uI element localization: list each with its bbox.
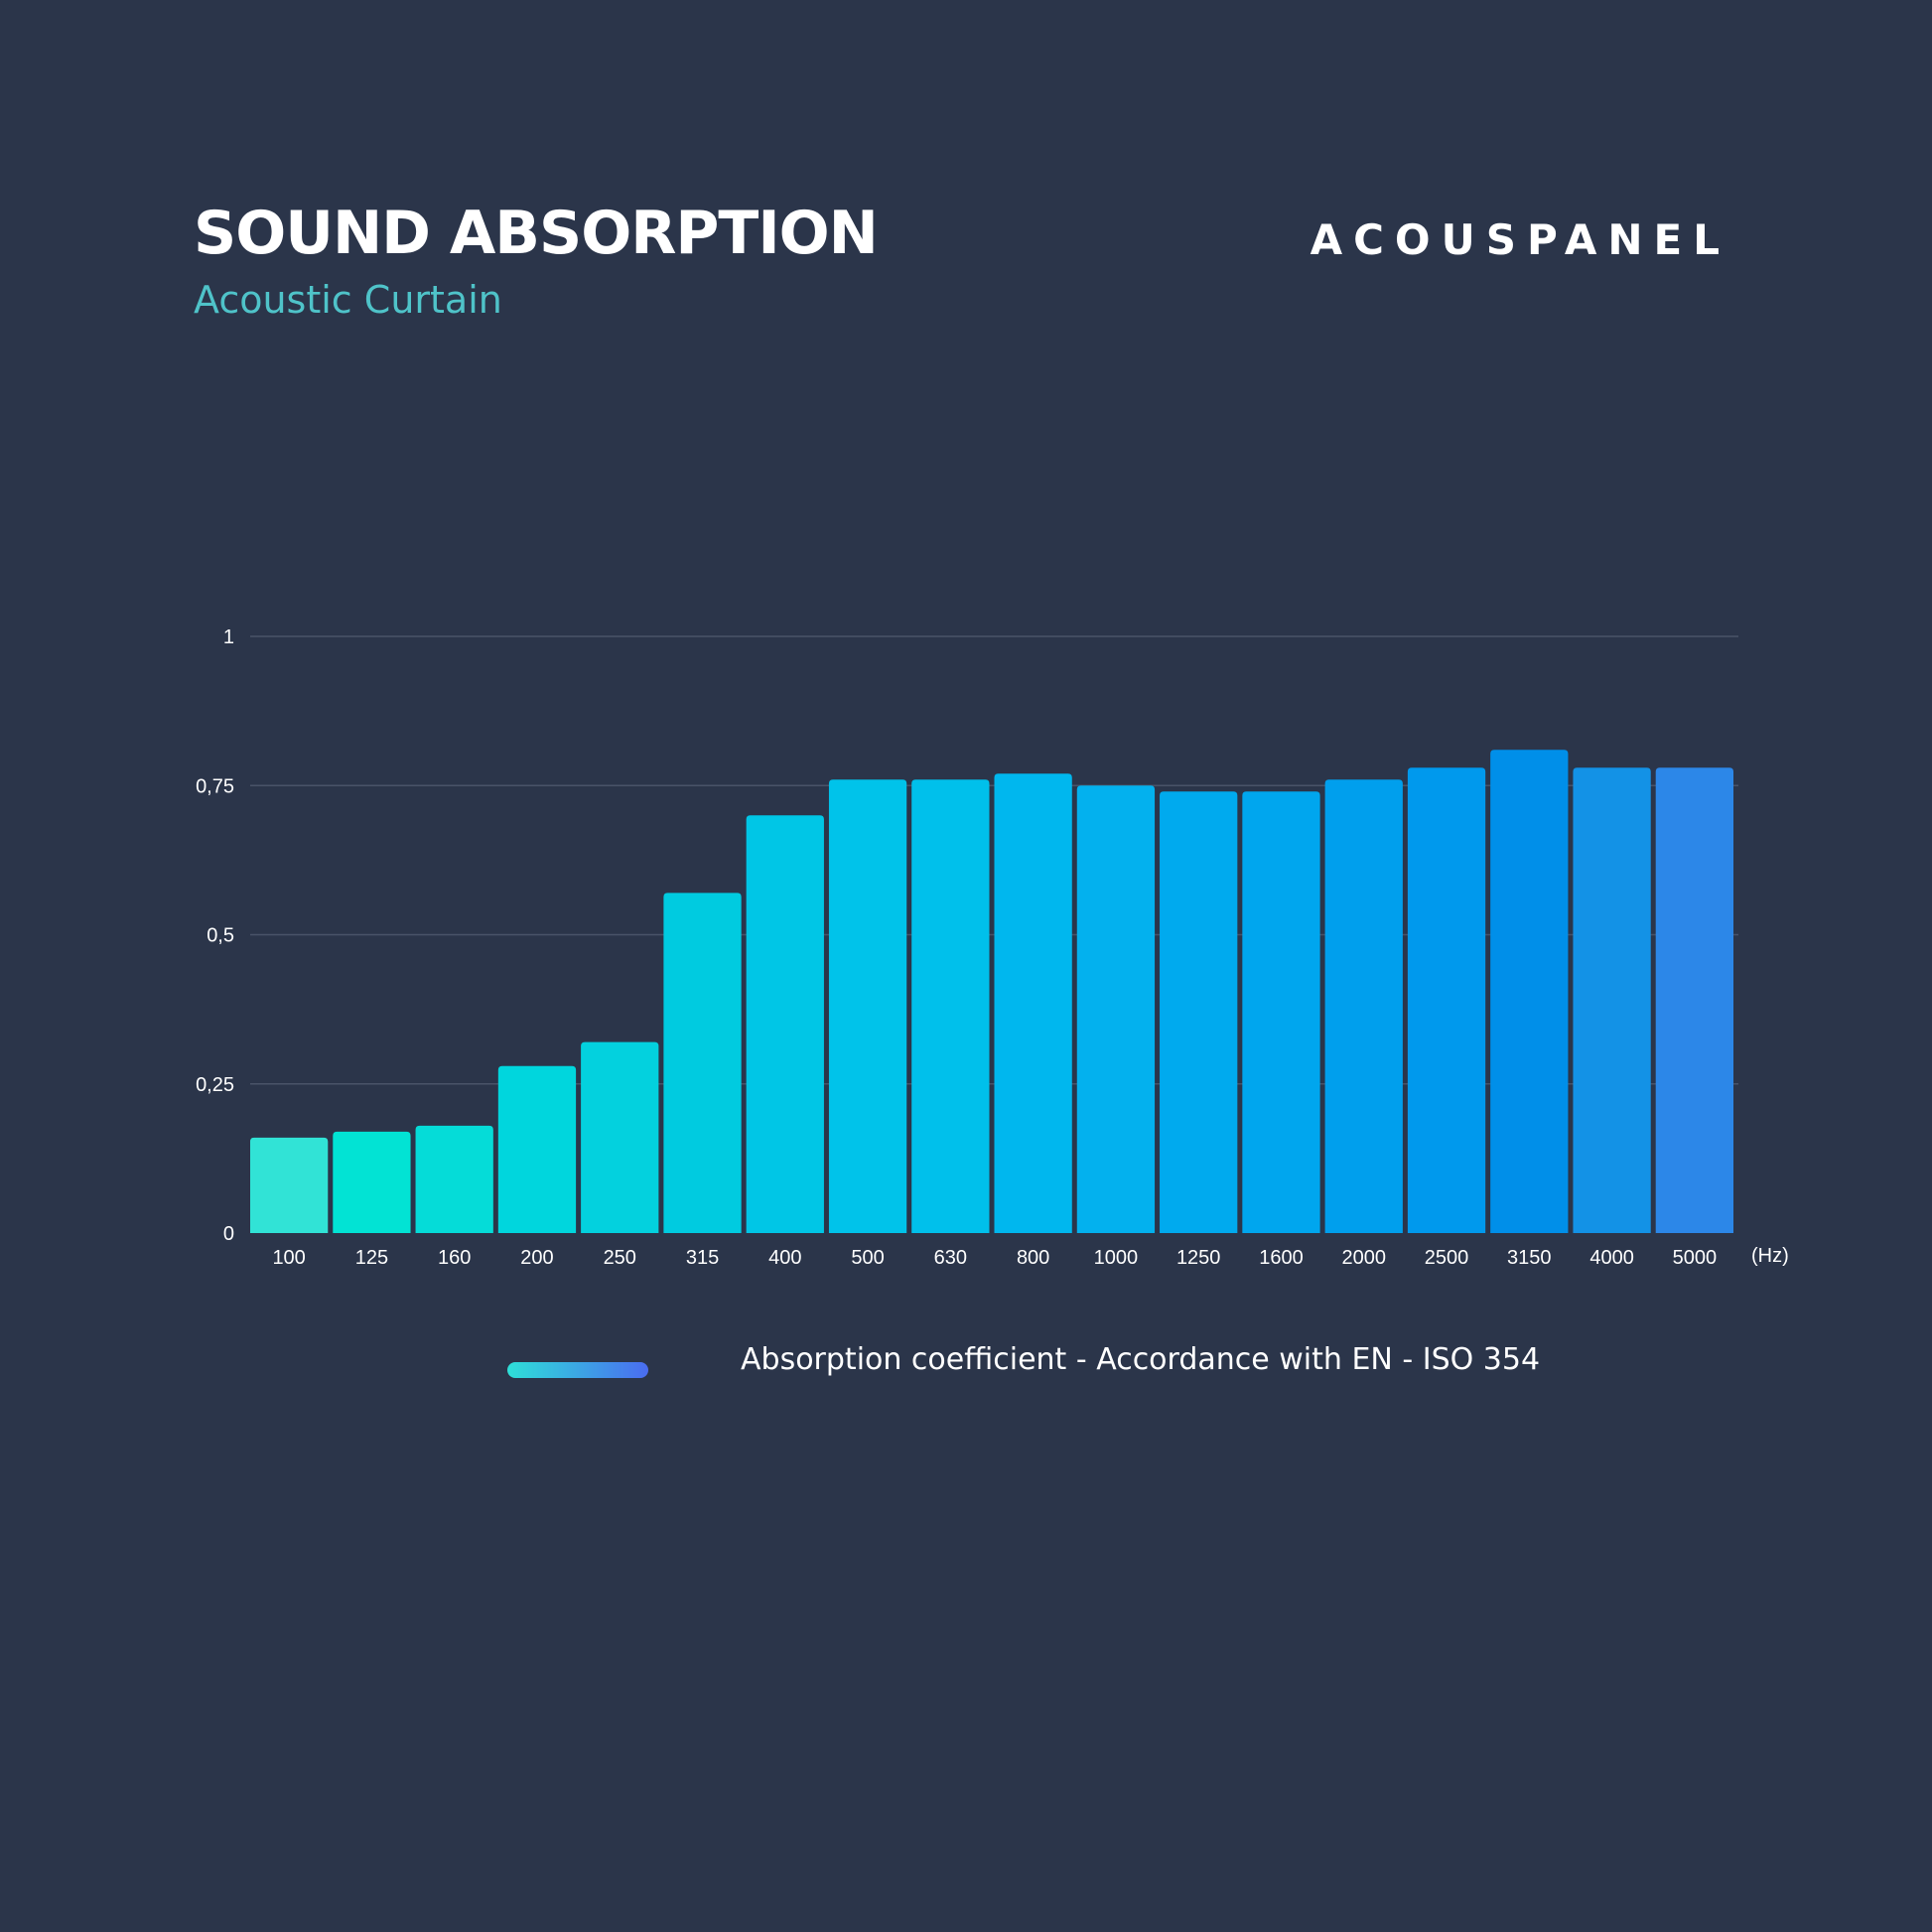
x-tick-label: 2000 — [1342, 1247, 1387, 1269]
bar-630 — [911, 779, 990, 1233]
x-tick-label: 100 — [272, 1247, 305, 1269]
bar-2500 — [1407, 767, 1486, 1233]
x-tick-label: 4000 — [1589, 1247, 1634, 1269]
x-tick-label: 5000 — [1673, 1247, 1718, 1269]
bar-800 — [994, 773, 1072, 1233]
x-tick-label: 3150 — [1507, 1247, 1552, 1269]
x-tick-label: 160 — [438, 1247, 471, 1269]
bar-layer — [250, 750, 1733, 1233]
x-tick-label: 400 — [768, 1247, 801, 1269]
chart-subtitle: Acoustic Curtain — [194, 278, 502, 322]
y-tick-label: 0,5 — [207, 925, 234, 947]
x-tick-label: 1000 — [1094, 1247, 1139, 1269]
legend-label: Absorption coefficient - Accordance with… — [741, 1342, 1541, 1377]
x-tick-label: 200 — [520, 1247, 553, 1269]
bar-3150 — [1490, 750, 1569, 1233]
legend-swatch — [507, 1362, 648, 1378]
y-tick-label: 0,25 — [196, 1074, 234, 1096]
bar-4000 — [1573, 767, 1651, 1233]
brand-logo: ACOUSPANEL — [1310, 215, 1730, 264]
x-tick-label: 1250 — [1176, 1247, 1221, 1269]
label-layer: 0 0,25 0,5 0,75 1 100 125 160 200 250 315 400 500 630… — [196, 626, 1789, 1269]
bar-125 — [333, 1131, 411, 1233]
y-tick-label: 0 — [223, 1223, 234, 1245]
x-tick-label: 800 — [1017, 1247, 1049, 1269]
bar-400 — [746, 815, 824, 1233]
x-tick-label: 1600 — [1259, 1247, 1304, 1269]
y-tick-label: 0,75 — [196, 775, 234, 797]
bar-200 — [497, 1065, 577, 1233]
x-tick-label: 2500 — [1425, 1247, 1469, 1269]
bar-250 — [581, 1041, 659, 1233]
y-tick-label: 1 — [223, 626, 234, 648]
chart-title: SOUND ABSORPTION — [194, 199, 879, 268]
x-tick-label: 315 — [686, 1247, 719, 1269]
bar-160 — [415, 1125, 493, 1233]
bar-100 — [250, 1137, 329, 1233]
x-tick-label: 250 — [604, 1247, 636, 1269]
bar-1000 — [1076, 785, 1156, 1233]
bar-500 — [828, 779, 907, 1233]
bar-315 — [663, 893, 742, 1233]
bar-1250 — [1160, 791, 1238, 1233]
x-tick-label: 125 — [355, 1247, 388, 1269]
bar-1600 — [1242, 791, 1320, 1233]
x-tick-label: 630 — [934, 1247, 967, 1269]
x-tick-label: 500 — [851, 1247, 884, 1269]
bar-2000 — [1324, 779, 1403, 1233]
bar-5000 — [1655, 767, 1733, 1233]
x-axis-label: (Hz) — [1751, 1245, 1789, 1267]
